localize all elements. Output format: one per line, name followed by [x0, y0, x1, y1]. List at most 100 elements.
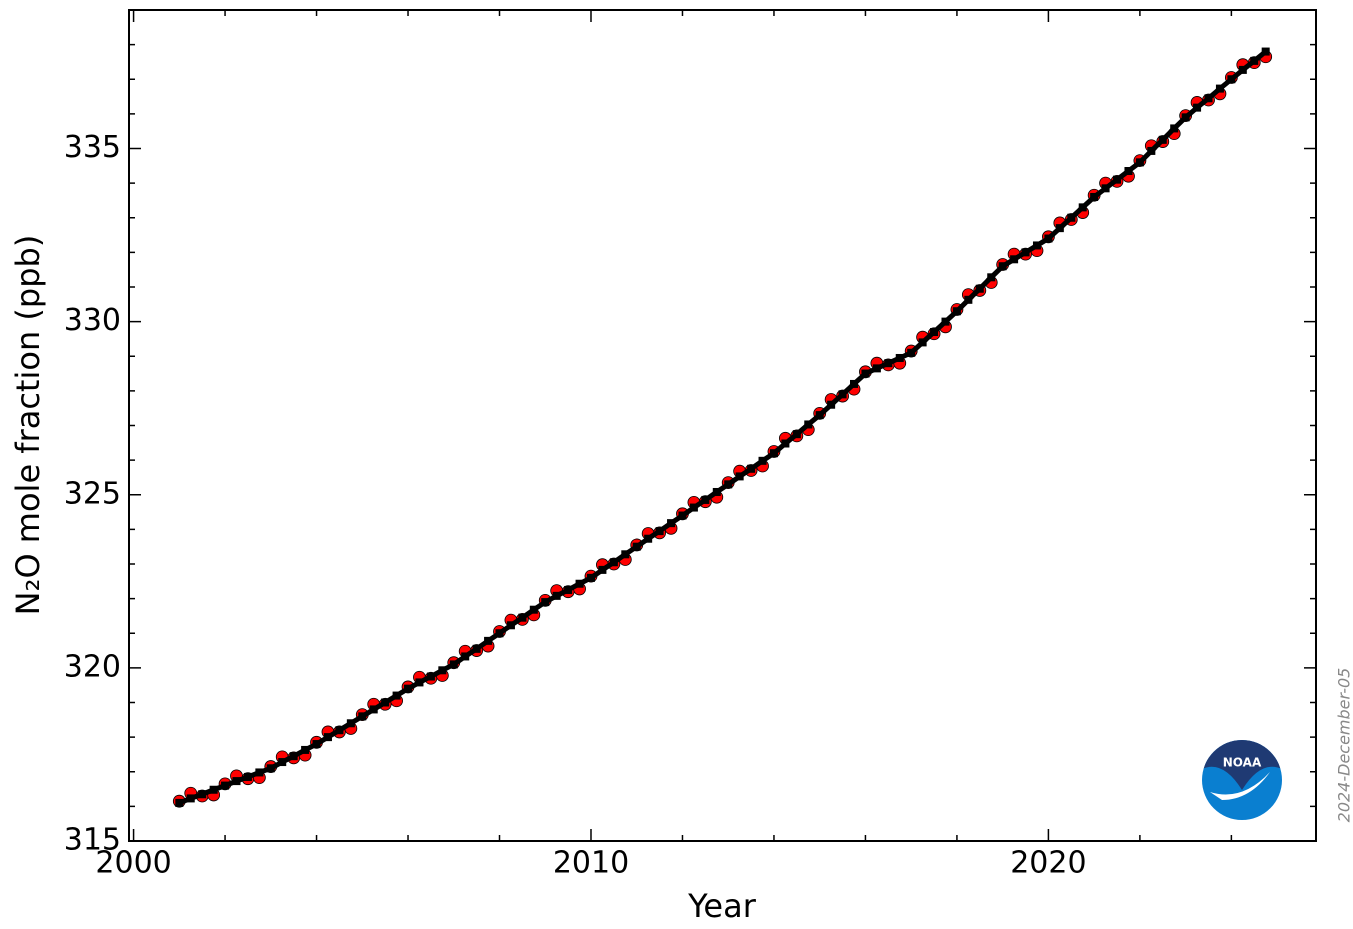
trend-point: [404, 685, 412, 693]
trend-point: [507, 621, 515, 629]
trend-point: [919, 338, 927, 346]
trend-point: [1262, 48, 1270, 56]
trend-point: [324, 733, 332, 741]
trend-point: [1182, 113, 1190, 121]
trend-point: [187, 794, 195, 802]
trend-point: [347, 719, 355, 727]
trend-point: [496, 629, 504, 637]
trend-point: [633, 543, 641, 551]
trend-point: [621, 550, 629, 558]
trend-point: [1227, 75, 1235, 83]
trend-point: [781, 440, 789, 448]
logo-text: NOAA: [1223, 756, 1262, 770]
trend-point: [1056, 224, 1064, 232]
trend-point: [690, 504, 698, 512]
trend-point: [484, 637, 492, 645]
trend-point: [175, 799, 183, 807]
trend-point: [335, 726, 343, 734]
trend-point: [678, 512, 686, 520]
trend-point: [1239, 66, 1247, 74]
trend-point: [827, 401, 835, 409]
trend-point: [381, 699, 389, 707]
trend-point: [610, 558, 618, 566]
trend-point: [358, 712, 366, 720]
trend-point: [415, 678, 423, 686]
trend-point: [301, 746, 309, 754]
trend-point: [861, 370, 869, 378]
trend-point: [839, 390, 847, 398]
trend-point: [530, 606, 538, 614]
trend-point: [987, 273, 995, 281]
trend-point: [370, 705, 378, 713]
trend-point: [964, 296, 972, 304]
trend-point: [450, 660, 458, 668]
trend-point: [313, 740, 321, 748]
trend-point: [816, 411, 824, 419]
trend-point: [210, 786, 218, 794]
trend-point: [884, 359, 892, 367]
trend-point: [278, 758, 286, 766]
trend-point: [896, 354, 904, 362]
trend-point: [656, 527, 664, 535]
trend-point: [747, 465, 755, 473]
trend-point: [198, 790, 206, 798]
y-tick-label: 330: [64, 303, 121, 338]
trend-point: [255, 768, 263, 776]
trend-point: [244, 773, 252, 781]
date-stamp: 2024-December-05: [1335, 668, 1353, 823]
trend-point: [576, 580, 584, 588]
trend-point: [1250, 57, 1258, 65]
trend-point: [393, 692, 401, 700]
trend-point: [541, 598, 549, 606]
trend-point: [953, 307, 961, 315]
trend-point: [1033, 241, 1041, 249]
trend-point: [473, 645, 481, 653]
trend-point: [1102, 184, 1110, 192]
trend-point: [553, 592, 561, 600]
trend-point: [804, 420, 812, 428]
trend-point: [759, 457, 767, 465]
trend-point: [770, 449, 778, 457]
trend-point: [907, 349, 915, 357]
trend-point: [267, 764, 275, 772]
x-tick-label: 2010: [553, 846, 629, 881]
trend-point: [701, 496, 709, 504]
trend-point: [930, 328, 938, 336]
trend-point: [736, 472, 744, 480]
trend-point: [999, 262, 1007, 270]
x-tick-label: 2020: [1010, 846, 1086, 881]
trend-point: [1159, 136, 1167, 144]
trend-point: [941, 318, 949, 326]
y-tick-label: 320: [64, 649, 121, 684]
trend-point: [850, 380, 858, 388]
trend-point: [644, 535, 652, 543]
trend-point: [564, 586, 572, 594]
y-tick-label: 335: [64, 130, 121, 165]
trend-point: [1079, 203, 1087, 211]
trend-point: [1124, 167, 1132, 175]
trend-point: [232, 777, 240, 785]
trend-point: [427, 673, 435, 681]
trend-point: [976, 285, 984, 293]
trend-point: [461, 652, 469, 660]
trend-point: [1113, 176, 1121, 184]
trend-point: [290, 752, 298, 760]
y-tick-label: 325: [64, 476, 121, 511]
trend-point: [1205, 94, 1213, 102]
trend-point: [587, 574, 595, 582]
trend-point: [1090, 193, 1098, 201]
trend-point: [1022, 248, 1030, 256]
trend-point: [1193, 104, 1201, 112]
y-axis-label: N₂O mole fraction (ppb): [9, 235, 47, 616]
x-axis-label: Year: [687, 887, 757, 925]
trend-point: [1216, 85, 1224, 93]
trend-point: [793, 430, 801, 438]
trend-point: [1044, 235, 1052, 243]
trend-point: [1147, 147, 1155, 155]
trend-point: [598, 566, 606, 574]
trend-point: [873, 364, 881, 372]
trend-point: [713, 488, 721, 496]
